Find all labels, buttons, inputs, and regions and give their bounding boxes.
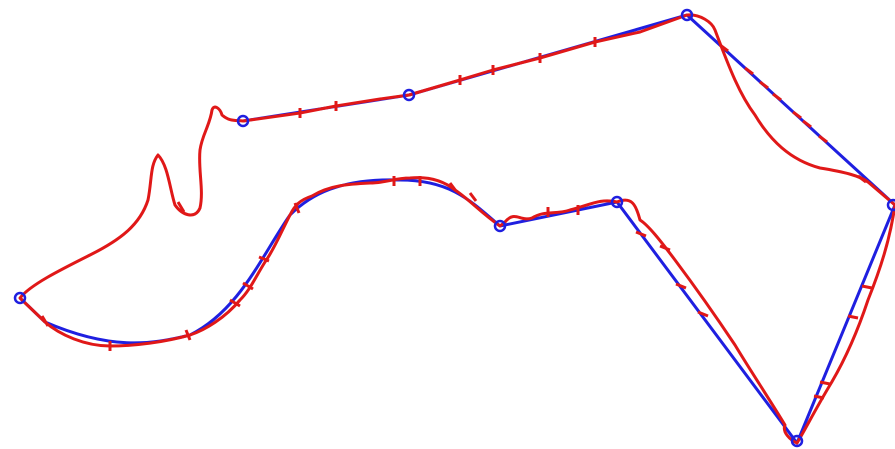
waypoint xyxy=(402,88,416,102)
tick xyxy=(40,315,50,327)
tick xyxy=(468,192,478,202)
tick xyxy=(857,174,867,184)
waypoint xyxy=(886,198,895,212)
tick xyxy=(792,110,802,120)
tick xyxy=(802,119,812,129)
tick xyxy=(176,201,186,213)
tick xyxy=(293,202,301,214)
tick xyxy=(258,255,270,263)
waypoint xyxy=(493,219,507,233)
tick xyxy=(847,314,859,320)
tick xyxy=(819,380,831,386)
tick xyxy=(719,43,729,53)
tick xyxy=(759,80,769,90)
tick xyxy=(813,394,825,400)
tick xyxy=(448,182,458,192)
tick xyxy=(744,66,754,76)
sample-ticks xyxy=(40,37,873,400)
tick xyxy=(697,310,709,318)
tracked-path xyxy=(18,13,895,445)
tick xyxy=(659,244,671,252)
waypoint xyxy=(236,114,250,128)
tick xyxy=(818,134,828,144)
tick xyxy=(184,329,192,341)
tick xyxy=(861,284,873,290)
waypoint xyxy=(790,434,804,448)
tick xyxy=(675,282,687,290)
waypoints xyxy=(13,8,895,448)
tick xyxy=(635,230,647,238)
waypoint xyxy=(13,291,27,305)
waypoint xyxy=(680,8,694,22)
tick xyxy=(772,92,782,102)
waypoint xyxy=(610,195,624,209)
tick xyxy=(242,281,254,291)
tick xyxy=(229,298,241,308)
